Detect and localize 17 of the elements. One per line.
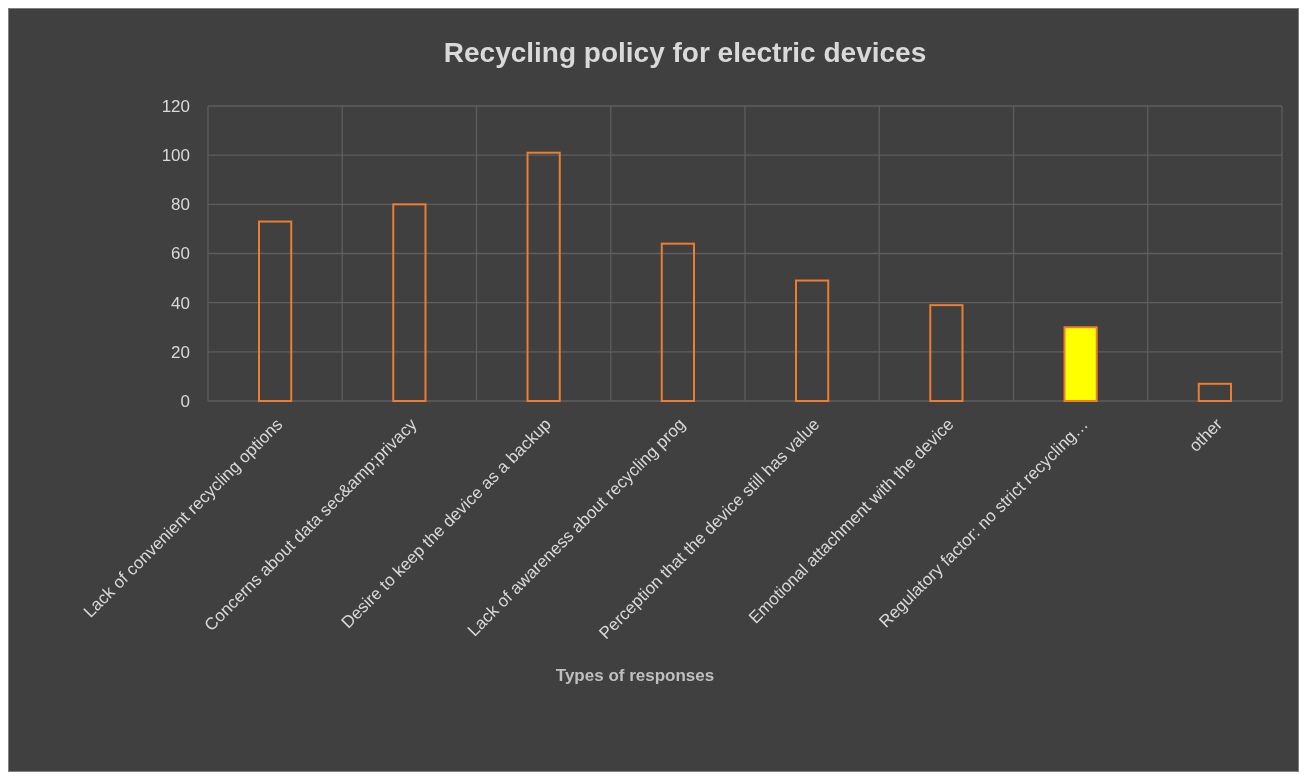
chart-title: Recycling policy for electric devices — [443, 37, 927, 68]
bar — [258, 220, 293, 402]
y-tick-label: 120 — [161, 96, 190, 116]
y-tick-label: 100 — [161, 146, 190, 166]
bar — [929, 304, 964, 402]
bar — [1063, 326, 1098, 402]
y-tick-label: 80 — [171, 195, 190, 215]
bar — [1197, 382, 1232, 402]
y-tick-label: 0 — [180, 391, 190, 411]
bar — [795, 279, 830, 402]
x-axis-title: Types of responses — [555, 666, 715, 685]
bar — [526, 151, 561, 402]
y-tick-label: 20 — [171, 342, 190, 362]
bar — [660, 242, 695, 402]
y-tick-label: 60 — [171, 244, 190, 264]
y-tick-label: 40 — [171, 293, 190, 313]
bar — [392, 203, 427, 402]
